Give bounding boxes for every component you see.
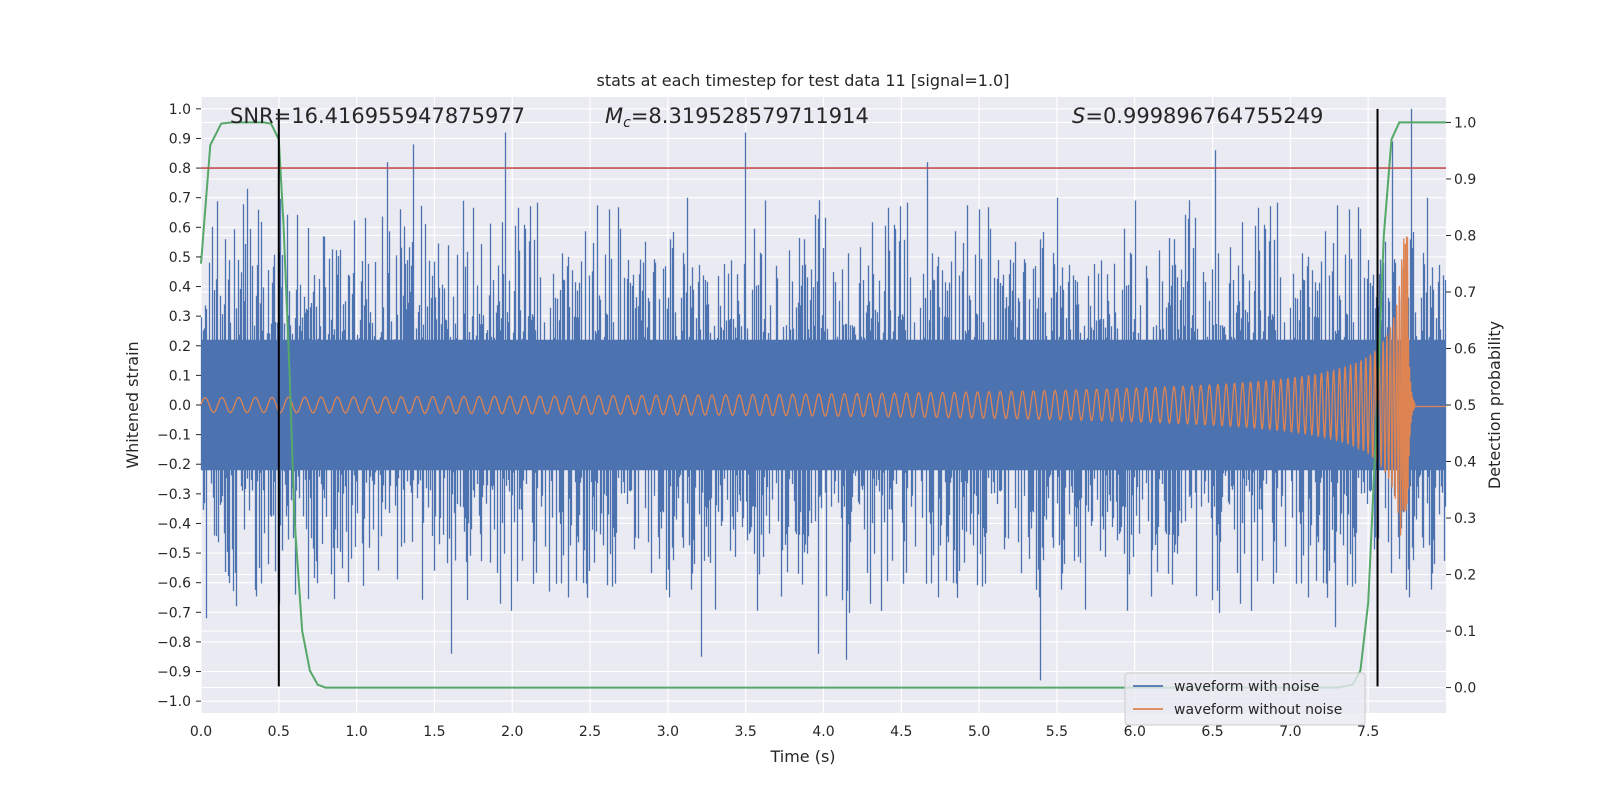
overlay-lines — [201, 108, 1446, 687]
y-tick-label: −0.4 — [157, 516, 191, 532]
legend-label-noise: waveform with noise — [1174, 679, 1319, 695]
y-tick-label: 0.0 — [169, 398, 191, 414]
x-tick-label: 3.0 — [657, 724, 679, 740]
x-tick-label: 5.0 — [968, 724, 990, 740]
y-tick-label: −0.6 — [157, 576, 191, 592]
y-axis-label: Whitened strain — [123, 341, 142, 468]
x-tick-label: 5.5 — [1046, 724, 1068, 740]
probability-line-path — [200, 121, 1446, 689]
y2-tick-label: 0.5 — [1454, 398, 1476, 414]
x-tick-label: 3.5 — [735, 724, 757, 740]
x-tick-label: 0.0 — [190, 724, 212, 740]
x-tick-label: 4.0 — [812, 724, 834, 740]
y2-tick-label: 0.1 — [1454, 624, 1476, 640]
y-tick-label: −0.3 — [157, 487, 191, 503]
y2-tick-label: 0.2 — [1454, 568, 1476, 584]
y-tick-label: −0.2 — [157, 457, 191, 473]
y2-tick-label: 0.4 — [1454, 455, 1476, 471]
series-waveform-without-noise — [200, 236, 1446, 536]
chart-title: stats at each timestep for test data 11 … — [597, 71, 1010, 90]
axes: 0.0 0.5 1.0 1.5 2.0 2.5 3.0 3.5 4.0 4.5 5.0 5.5 6.0 6… — [157, 102, 1476, 740]
mc-value: =8.319528579711914 — [631, 104, 869, 128]
y-tick-label: 0.7 — [169, 191, 191, 207]
y2-tick-label: 0.6 — [1454, 341, 1476, 357]
x-tick-label: 0.5 — [268, 724, 290, 740]
legend-box — [1124, 672, 1366, 726]
legend-label-clean: waveform without noise — [1174, 702, 1342, 718]
y-tick-label: 0.2 — [169, 339, 191, 355]
x-tick-label: 6.0 — [1124, 724, 1146, 740]
x-tick-label: 7.5 — [1357, 724, 1379, 740]
x-tick-label: 1.5 — [423, 724, 445, 740]
y2-tick-label: 1.0 — [1454, 115, 1476, 131]
x-tick-label: 1.0 — [345, 724, 367, 740]
y-tick-label: 0.3 — [169, 309, 191, 325]
y-tick-label: 0.8 — [169, 161, 191, 177]
x-tick-label: 6.5 — [1201, 724, 1223, 740]
x-tick-label: 7.0 — [1279, 724, 1301, 740]
y-tick-label: 1.0 — [169, 102, 191, 118]
y2-tick-label: 0.3 — [1454, 511, 1476, 527]
mc-subscript: c — [623, 115, 631, 131]
y-tick-label: 0.9 — [169, 131, 191, 147]
y-tick-label: 0.4 — [169, 280, 191, 296]
significance-annotation: S=0.999896764755249 — [1072, 104, 1323, 128]
y-tick-label: −1.0 — [157, 694, 191, 710]
y-tick-label: 0.6 — [169, 220, 191, 236]
y2-tick-label: 0.0 — [1454, 681, 1476, 697]
y-tick-label: 0.5 — [169, 250, 191, 266]
x-axis-label: Time (s) — [769, 747, 835, 766]
y-tick-label: −0.1 — [157, 428, 191, 444]
y2-tick-label: 0.8 — [1454, 228, 1476, 244]
s-symbol: S — [1072, 104, 1085, 128]
clean-waveform-path — [200, 236, 1446, 536]
y-tick-label: 0.1 — [169, 368, 191, 384]
s-value: =0.999896764755249 — [1085, 104, 1323, 128]
mc-symbol: M — [605, 104, 623, 128]
x-tick-label: 2.0 — [501, 724, 523, 740]
y2-tick-label: 0.7 — [1454, 285, 1476, 301]
x-tick-label: 2.5 — [579, 724, 601, 740]
snr-annotation: SNR=16.416955947875977 — [230, 104, 525, 128]
legend: waveform with noise waveform without noi… — [1124, 672, 1366, 726]
y-tick-label: −0.7 — [157, 605, 191, 621]
y2-axis-label: Detection probability — [1485, 321, 1504, 489]
y-tick-label: −0.9 — [157, 665, 191, 681]
chirp-mass-annotation: Mc=8.319528579711914 — [605, 104, 869, 131]
y-tick-label: −0.5 — [157, 546, 191, 562]
y2-tick-label: 0.9 — [1454, 172, 1476, 188]
x-tick-label: 4.5 — [890, 724, 912, 740]
y-tick-label: −0.8 — [157, 635, 191, 651]
